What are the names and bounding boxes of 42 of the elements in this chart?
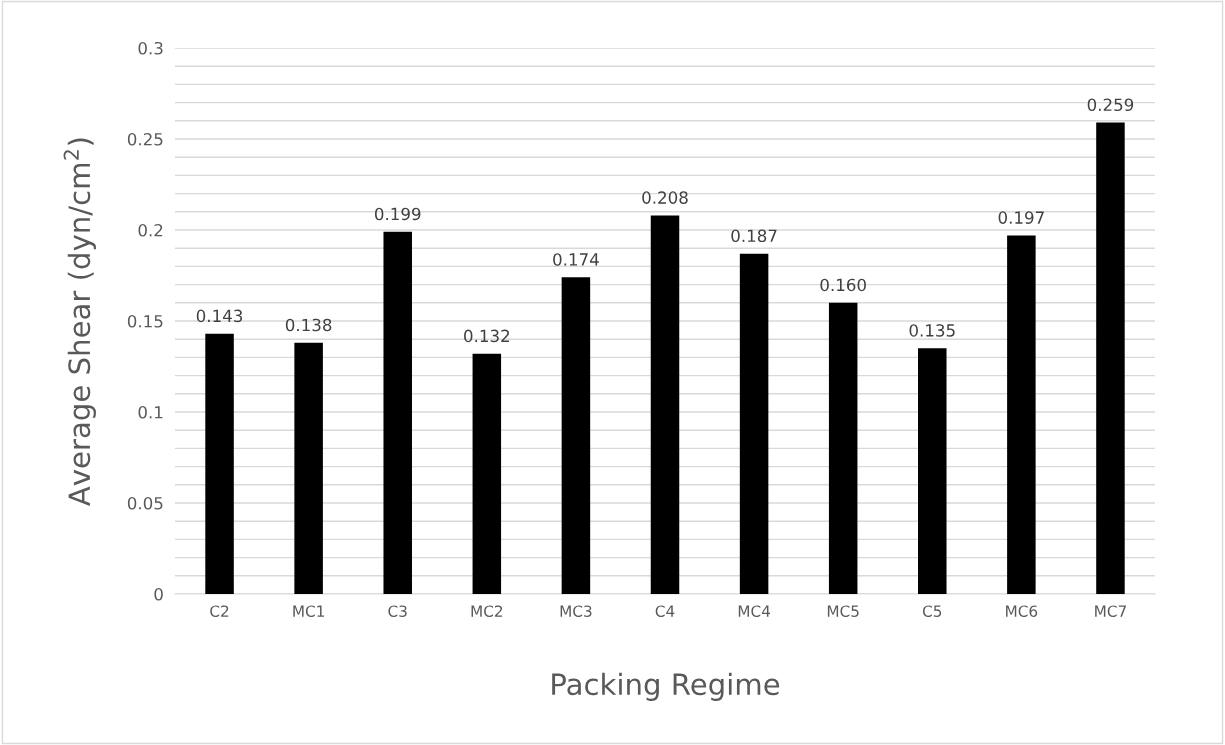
x-tick-label: MC4 <box>738 605 771 617</box>
bar <box>828 302 858 594</box>
x-tick-label: C3 <box>388 605 407 617</box>
data-label: 0.132 <box>464 329 510 343</box>
data-label: 0.259 <box>1087 98 1134 112</box>
data-label: 0.174 <box>553 253 599 266</box>
bar <box>561 277 591 594</box>
bar <box>205 333 234 594</box>
x-axis-title: Packing Regime <box>552 672 780 701</box>
data-label: 0.208 <box>642 191 688 204</box>
bar <box>472 353 502 594</box>
data-label: 0.160 <box>820 278 866 292</box>
data-label: 0.143 <box>196 309 243 323</box>
x-tick-label: MC7 <box>1095 605 1126 617</box>
y-tick-label: 0 <box>154 587 163 601</box>
y-axis-title: Average Shear (dyn/cm$^{2}$) <box>63 138 96 506</box>
bar <box>294 342 323 594</box>
data-label: 0.187 <box>731 229 777 243</box>
bar <box>650 215 680 594</box>
x-tick-label: MC3 <box>560 605 592 617</box>
bar <box>383 231 412 594</box>
bar <box>1096 122 1125 594</box>
x-tick-label: MC6 <box>1006 605 1038 617</box>
bar <box>739 253 769 594</box>
bar <box>918 348 947 594</box>
y-tick-label: 0.2 <box>138 223 163 237</box>
data-label: 0.199 <box>374 207 421 221</box>
x-tick-label: C4 <box>655 605 675 617</box>
x-tick-label: MC2 <box>471 605 503 617</box>
y-tick-label: 0.25 <box>127 132 163 146</box>
y-tick-label: 0.15 <box>127 314 163 328</box>
y-tick-label: 0.3 <box>138 41 163 55</box>
x-tick-label: MC1 <box>293 605 325 617</box>
x-tick-label: MC5 <box>827 605 859 617</box>
x-tick-label: C2 <box>210 605 229 617</box>
y-tick-label: 0.05 <box>127 496 163 510</box>
data-label: 0.138 <box>285 318 332 332</box>
data-label: 0.197 <box>998 211 1044 224</box>
x-tick-label: C5 <box>922 605 942 617</box>
data-label: 0.135 <box>909 324 955 337</box>
bar <box>1007 235 1036 594</box>
y-tick-label: 0.1 <box>138 405 163 419</box>
